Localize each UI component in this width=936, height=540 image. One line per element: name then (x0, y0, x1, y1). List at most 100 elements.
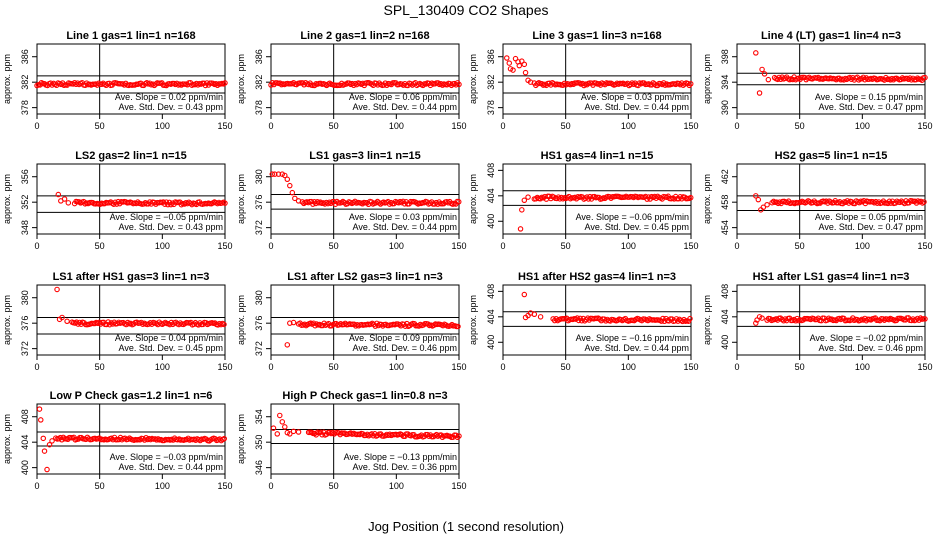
y-tick-label: 408 (486, 284, 496, 299)
data-point (269, 171, 276, 177)
data-point (921, 199, 927, 205)
y-tick-label: 390 (720, 100, 730, 115)
data-point (292, 195, 298, 202)
x-tick-label: 100 (621, 121, 636, 131)
slope-note: Ave. Slope = 0.06 ppm/min (349, 92, 457, 102)
y-tick-label: 380 (254, 290, 264, 305)
data-point (46, 441, 53, 448)
panel-9: LS1 after HS1 gas=3 lin=1 n=3 0 50 100 150 37… (2, 271, 233, 372)
stddev-note: Ave. Std. Dev. = 0.44 ppm (585, 343, 689, 353)
data-point (295, 429, 302, 435)
y-axis-label: approx. ppm (2, 54, 12, 104)
panel-title: LS2 gas=2 lin=1 n=15 (75, 150, 187, 162)
stddev-note: Ave. Std. Dev. = 0.46 ppm (819, 343, 923, 353)
stddev-note: Ave. Std. Dev. = 0.45 ppm (585, 222, 689, 232)
data-point (277, 412, 283, 419)
data-point (521, 291, 528, 298)
x-tick-label: 100 (855, 241, 870, 251)
x-tick-label: 0 (34, 121, 39, 131)
x-tick-label: 100 (155, 362, 170, 372)
data-point (153, 201, 159, 207)
panel-7: HS1 gas=4 lin=1 n=15 0 50 100 150 400 404 408 ap… (468, 150, 699, 251)
y-tick-label: 356 (20, 169, 30, 184)
data-point (61, 196, 68, 202)
data-point (517, 226, 524, 232)
data-point (519, 207, 525, 213)
slope-note: Ave. Slope = 0.09 ppm/min (349, 333, 457, 343)
y-tick-label: 348 (20, 220, 30, 235)
y-tick-label: 398 (720, 49, 730, 64)
data-point (687, 81, 694, 87)
x-tick-label: 50 (329, 241, 339, 251)
x-tick-label: 50 (561, 241, 571, 251)
data-point (660, 315, 666, 322)
panel-11: HS1 after HS2 gas=4 lin=1 n=3 0 50 100 150 40… (468, 271, 699, 372)
data-point (531, 311, 538, 318)
data-point (287, 320, 293, 326)
data-point (105, 319, 111, 325)
panel-title: HS1 after HS2 gas=4 lin=1 n=3 (518, 271, 676, 283)
stddev-note: Ave. Std. Dev. = 0.45 ppm (119, 343, 223, 353)
data-point (284, 176, 291, 183)
panel-14: High P Check gas=1 lin=0.8 n=3 0 50 100 150 3… (236, 390, 467, 491)
y-tick-label: 386 (20, 49, 30, 64)
data-point (279, 419, 286, 425)
panel-10: LS1 after LS2 gas=3 lin=1 n=3 0 50 100 150 37… (236, 271, 467, 372)
stddev-note: Ave. Std. Dev. = 0.44 ppm (119, 462, 223, 472)
x-tick-label: 100 (389, 121, 404, 131)
x-tick-label: 0 (500, 121, 505, 131)
x-tick-label: 50 (329, 362, 339, 372)
y-tick-label: 378 (20, 100, 30, 115)
data-point (44, 466, 50, 473)
y-tick-label: 376 (20, 316, 30, 331)
panel-title: Line 2 gas=1 lin=2 n=168 (300, 30, 429, 42)
panel-title: Line 4 (LT) gas=1 lin=4 n=3 (761, 30, 901, 42)
panel-title: Low P Check gas=1.2 lin=1 n=6 (50, 390, 213, 402)
y-tick-label: 404 (486, 309, 496, 324)
x-tick-label: 50 (795, 362, 805, 372)
data-point (761, 71, 768, 77)
panel-3: Line 3 gas=1 lin=3 n=168 0 50 100 150 378 382 3… (468, 30, 699, 131)
panel-title: LS1 gas=3 lin=1 n=15 (309, 150, 421, 162)
y-axis-label: approx. ppm (236, 414, 246, 464)
x-tick-label: 150 (917, 121, 932, 131)
x-tick-label: 150 (217, 241, 232, 251)
y-axis-label: approx. ppm (2, 295, 12, 345)
panel-6: LS1 gas=3 lin=1 n=15 0 50 100 150 372 376 380 ap… (236, 150, 467, 251)
figure-title: SPL_130409 CO2 Shapes (383, 2, 548, 18)
data-point (290, 319, 297, 326)
data-point (537, 314, 544, 320)
y-tick-label: 380 (20, 290, 30, 305)
stddev-note: Ave. Std. Dev. = 0.44 ppm (353, 222, 457, 232)
data-point (841, 77, 847, 83)
x-tick-label: 100 (621, 362, 636, 372)
data-point (856, 199, 863, 206)
x-tick-label: 0 (268, 362, 273, 372)
x-tick-label: 150 (217, 362, 232, 372)
x-tick-label: 50 (95, 481, 105, 491)
y-tick-label: 400 (486, 335, 496, 350)
plot-frame (36, 163, 226, 235)
slope-note: Ave. Slope = −0.13 ppm/min (344, 452, 457, 462)
stddev-note: Ave. Std. Dev. = 0.46 ppm (353, 343, 457, 353)
data-point (41, 448, 48, 454)
data-point (55, 191, 62, 198)
x-tick-label: 100 (855, 362, 870, 372)
x-tick-label: 150 (451, 241, 466, 251)
data-point (456, 433, 462, 439)
y-axis-label: approx. ppm (468, 295, 478, 345)
y-tick-label: 378 (254, 100, 264, 115)
y-tick-label: 378 (486, 100, 496, 115)
data-point (539, 80, 545, 87)
data-point (658, 318, 665, 324)
y-axis-label: approx. ppm (2, 414, 12, 464)
data-point (49, 438, 55, 444)
y-axis-label: approx. ppm (236, 174, 246, 224)
data-point (521, 197, 528, 204)
y-tick-label: 408 (486, 163, 496, 178)
data-point (38, 417, 44, 423)
x-tick-label: 50 (561, 121, 571, 131)
stddev-note: Ave. Std. Dev. = 0.47 ppm (819, 222, 923, 232)
x-tick-label: 0 (268, 481, 273, 491)
